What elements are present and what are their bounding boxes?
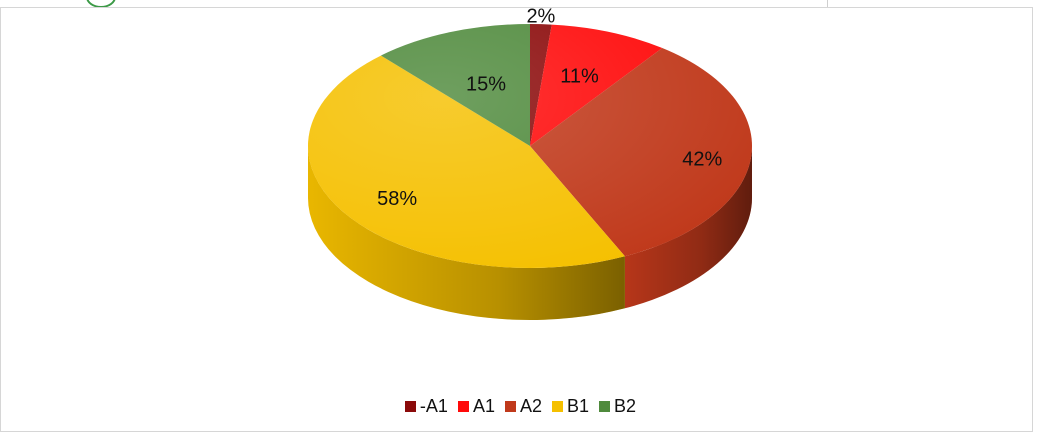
pie-slice-side-shade xyxy=(624,146,752,309)
legend-item--A1: -A1 xyxy=(404,395,448,417)
legend-label: -A1 xyxy=(419,395,448,416)
pie-slice-side-shade xyxy=(308,146,625,320)
data-label-B1: 58% xyxy=(377,188,417,210)
legend-swatch xyxy=(504,400,516,412)
legend-label: B2 xyxy=(614,395,637,416)
legend-swatch xyxy=(599,400,611,412)
legend-swatch xyxy=(552,400,563,412)
legend-item-A1: A1 xyxy=(457,395,495,417)
data-label-B2: 15% xyxy=(466,74,506,96)
legend-swatch xyxy=(457,400,469,412)
legend-label: A1 xyxy=(472,395,495,416)
pie-tops xyxy=(308,24,752,268)
header-divider xyxy=(827,0,828,8)
legend-item-B2: B2 xyxy=(599,396,636,417)
data-label--A1: 2% xyxy=(526,5,555,27)
legend-item-A2: A2 xyxy=(504,395,542,417)
legend-label: B1 xyxy=(567,395,590,416)
data-label-A1: 11% xyxy=(560,66,599,88)
pie-highlight xyxy=(308,24,752,268)
legend-item-B1: B1 xyxy=(552,396,589,417)
data-label-A2: 42% xyxy=(682,149,722,171)
pie-labels: 2% 11% 42% 58% 15% xyxy=(377,5,722,210)
legend-swatch xyxy=(404,400,416,412)
legend-label: A2 xyxy=(519,395,542,416)
pie-sides xyxy=(308,146,752,320)
legend: -A1 A1 A2 B1 B2 xyxy=(0,393,1041,419)
